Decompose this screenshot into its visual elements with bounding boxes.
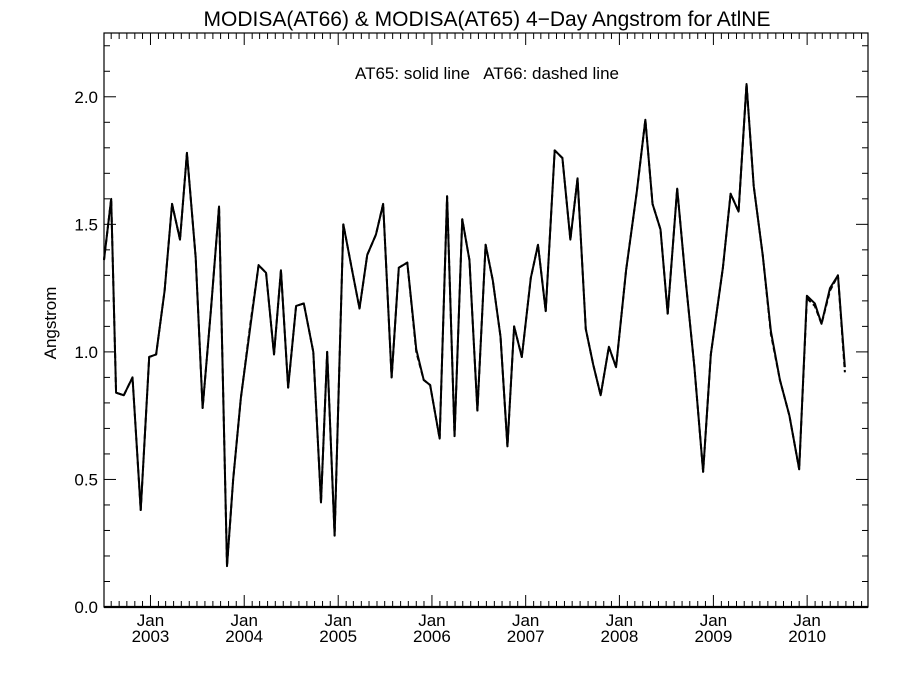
x-tick-year-label: 2008 [600, 627, 638, 646]
plot-frame [103, 32, 869, 608]
x-tick-month-label: Jan [793, 611, 820, 630]
line-style-annotation: AT65: solid line AT66: dashed line [355, 64, 619, 83]
x-tick-year-label: 2004 [225, 627, 263, 646]
y-tick-label: 1.0 [74, 343, 98, 362]
axes-layer: 0.00.51.01.52.0Jan2003Jan2004Jan2005Jan2… [74, 33, 868, 646]
y-tick-label: 0.0 [74, 598, 98, 617]
x-tick-month-label: Jan [418, 611, 445, 630]
x-tick-month-label: Jan [700, 611, 727, 630]
series-layer [103, 83, 846, 568]
x-tick-month-label: Jan [137, 611, 164, 630]
y-tick-label: 1.5 [74, 215, 98, 234]
x-tick-year-label: 2005 [319, 627, 357, 646]
x-tick-year-label: 2003 [132, 627, 170, 646]
y-axis-label: Angstrom [41, 287, 60, 360]
x-tick-month-label: Jan [606, 611, 633, 630]
x-tick-year-label: 2010 [788, 627, 826, 646]
series-line-at65 [103, 83, 846, 568]
chart-title: MODISA(AT66) & MODISA(AT65) 4−Day Angstr… [204, 8, 771, 31]
series-line-at66 [103, 83, 846, 568]
y-tick-label: 0.5 [74, 470, 98, 489]
x-tick-month-label: Jan [324, 611, 351, 630]
x-tick-year-label: 2007 [507, 627, 545, 646]
y-tick-label: 2.0 [74, 88, 98, 107]
x-tick-year-label: 2006 [413, 627, 451, 646]
x-tick-month-label: Jan [512, 611, 539, 630]
x-tick-year-label: 2009 [694, 627, 732, 646]
x-tick-month-label: Jan [231, 611, 258, 630]
